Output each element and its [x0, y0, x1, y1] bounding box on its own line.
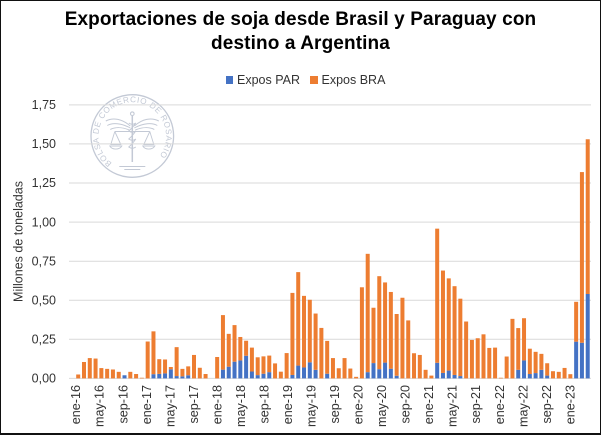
svg-text:sep-17: sep-17: [187, 385, 201, 424]
svg-text:sep-22: sep-22: [540, 385, 554, 424]
svg-text:may-20: may-20: [375, 385, 389, 427]
svg-text:may-21: may-21: [446, 385, 460, 427]
svg-text:0,50: 0,50: [32, 293, 56, 307]
svg-text:Millones de toneladas: Millones de toneladas: [12, 181, 26, 302]
svg-text:0,25: 0,25: [32, 333, 56, 347]
svg-text:1,75: 1,75: [32, 98, 56, 112]
svg-text:1,50: 1,50: [32, 137, 56, 151]
svg-text:sep-16: sep-16: [116, 385, 130, 424]
svg-text:ene-20: ene-20: [352, 385, 366, 424]
svg-text:ene-21: ene-21: [422, 385, 436, 424]
svg-text:ene-22: ene-22: [493, 385, 507, 424]
svg-text:sep-19: sep-19: [328, 385, 342, 424]
svg-text:0,00: 0,00: [32, 372, 56, 386]
svg-text:may-16: may-16: [93, 385, 107, 427]
svg-text:0,75: 0,75: [32, 254, 56, 268]
svg-text:may-22: may-22: [516, 385, 530, 427]
svg-text:ene-19: ene-19: [281, 385, 295, 424]
svg-text:ene-18: ene-18: [210, 385, 224, 424]
svg-text:sep-21: sep-21: [469, 385, 483, 424]
svg-text:may-17: may-17: [163, 385, 177, 427]
svg-text:1,00: 1,00: [32, 215, 56, 229]
svg-text:1,25: 1,25: [32, 176, 56, 190]
svg-text:may-19: may-19: [305, 385, 319, 427]
svg-text:ene-23: ene-23: [563, 385, 577, 424]
svg-text:ene-16: ene-16: [69, 385, 83, 424]
svg-text:ene-17: ene-17: [140, 385, 154, 424]
svg-text:sep-20: sep-20: [399, 385, 413, 424]
svg-text:sep-18: sep-18: [258, 385, 272, 424]
svg-text:may-18: may-18: [234, 385, 248, 427]
